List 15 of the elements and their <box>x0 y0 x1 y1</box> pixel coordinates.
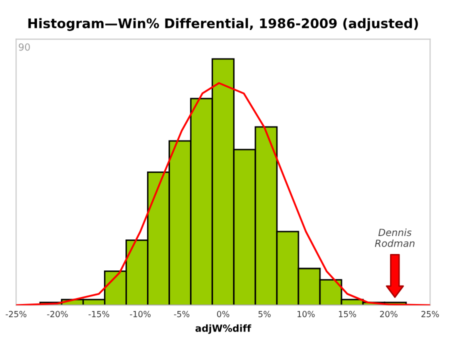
x-tick-label: 15% <box>338 310 356 318</box>
x-tick-label: 20% <box>380 310 398 318</box>
x-tick-label: 5% <box>258 310 271 318</box>
x-axis-title: adjW%diff <box>195 324 252 334</box>
annotation: Dennis Rodman <box>374 228 414 247</box>
x-tick-label: -10% <box>130 310 151 318</box>
x-tick-label: 25% <box>421 310 439 318</box>
x-tick-label: -5% <box>174 310 190 318</box>
x-tick-label: -20% <box>47 310 68 318</box>
x-tick-label: 0% <box>217 310 230 318</box>
x-tick-label: -25% <box>6 310 26 318</box>
chart-title: Histogram—Win% Differential, 1986-2009 (adjusted) <box>28 18 418 31</box>
x-tick-label: 10% <box>298 310 315 318</box>
text: 90 <box>18 43 30 51</box>
x-tick-label: -15% <box>88 310 110 318</box>
